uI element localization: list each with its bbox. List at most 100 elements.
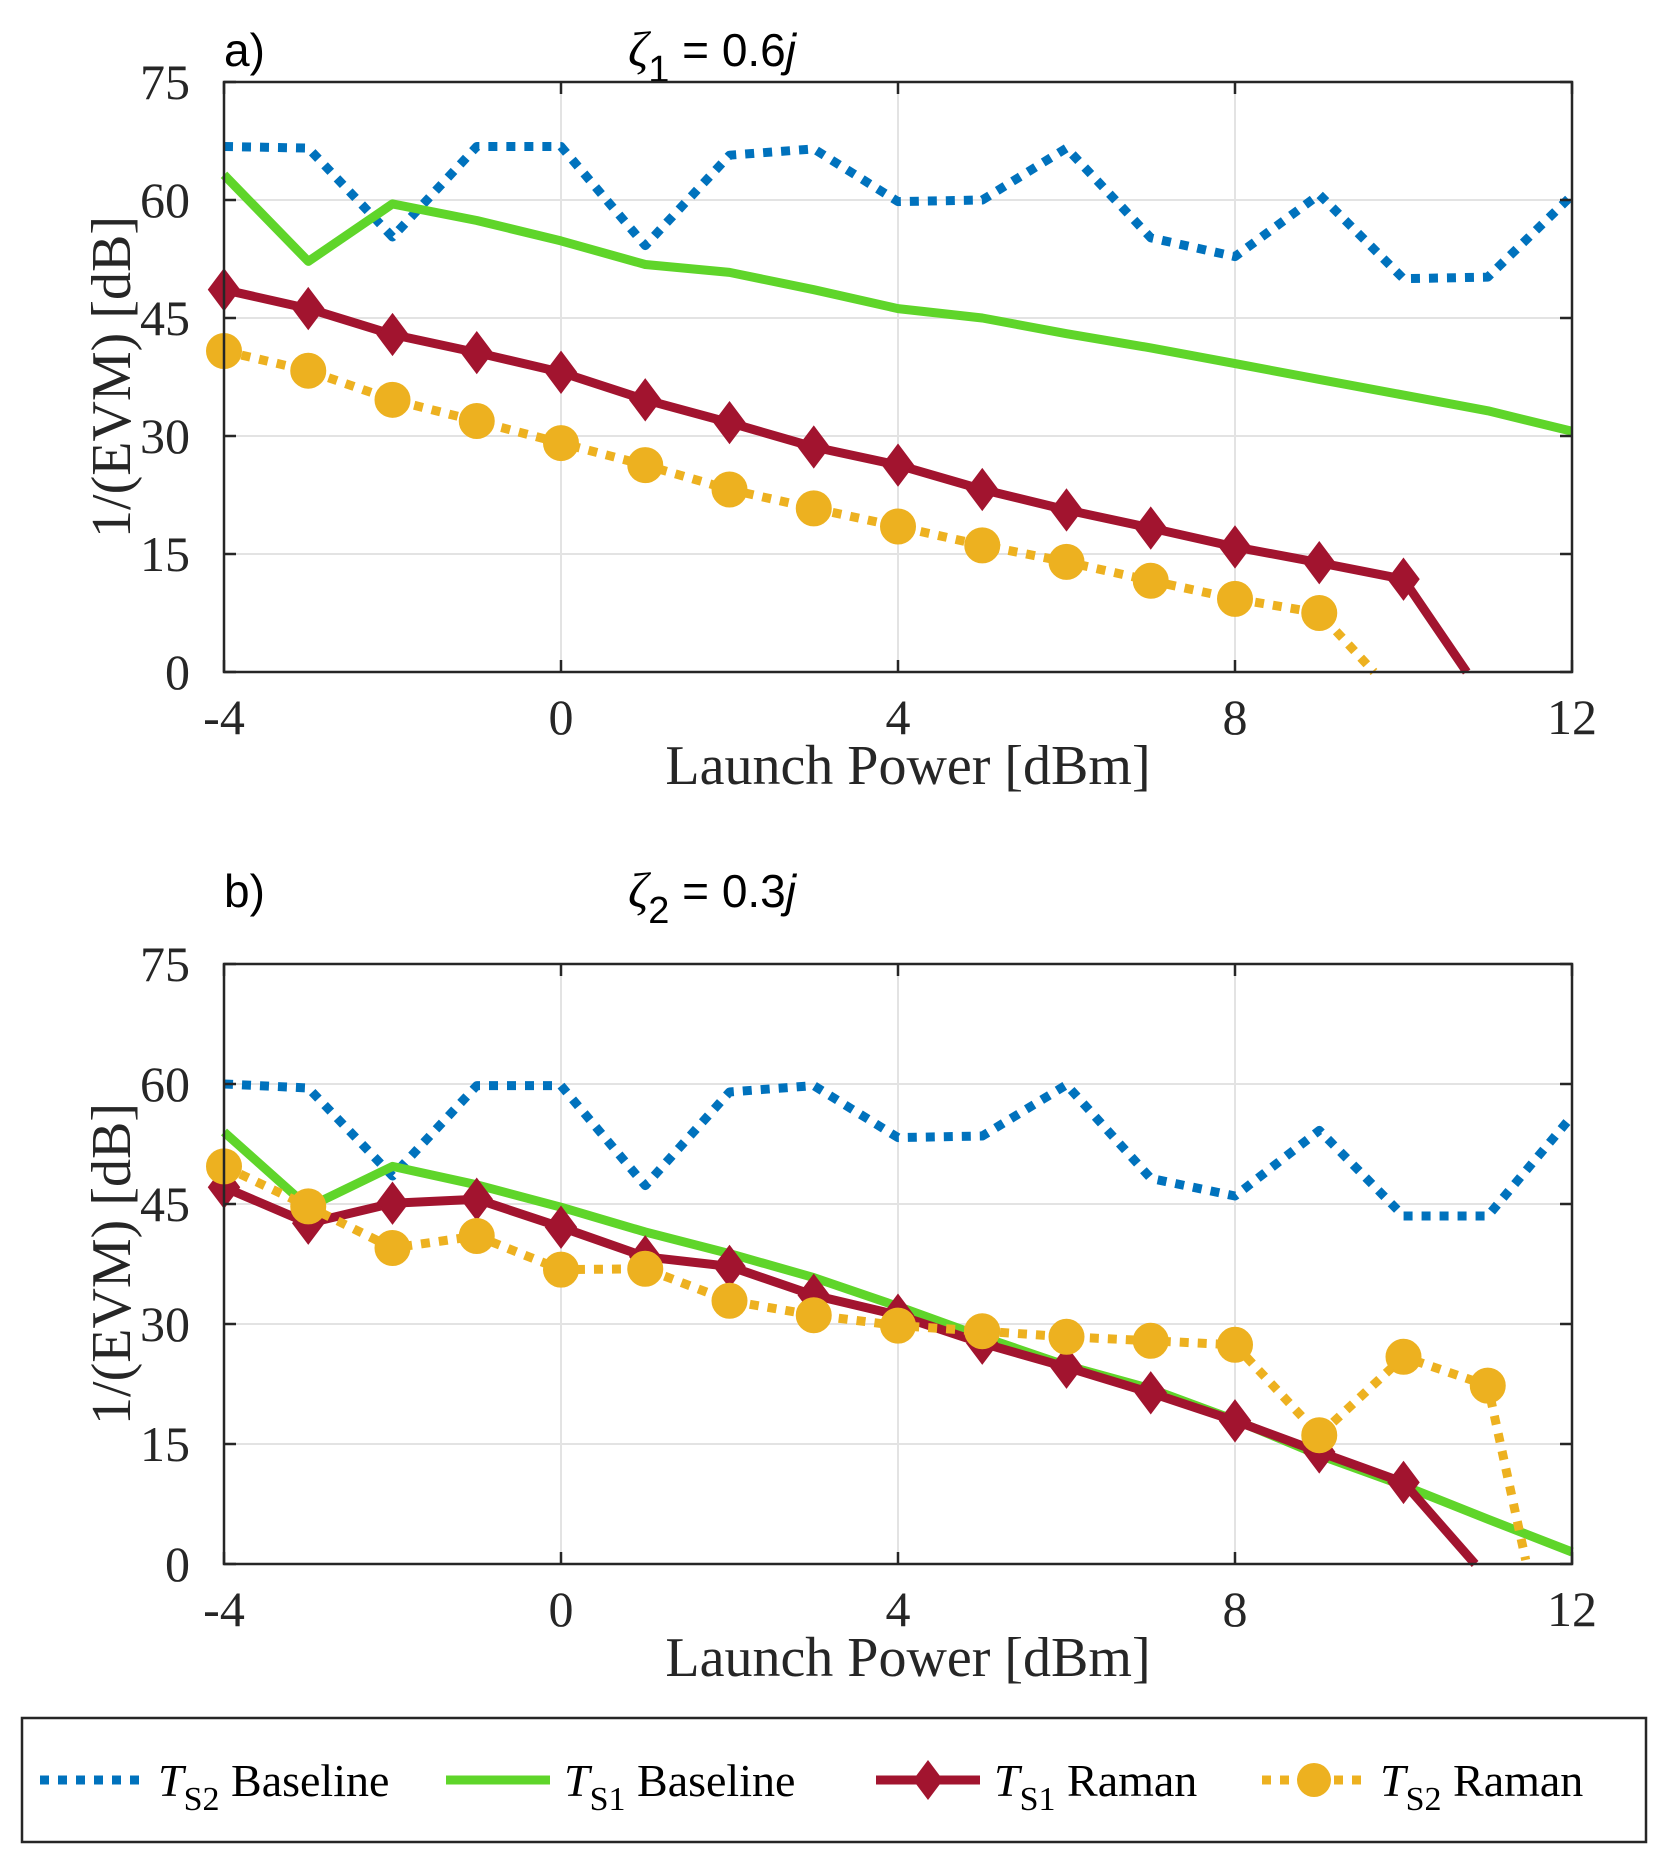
legend-label: TS2 Raman [1380, 1755, 1583, 1818]
data-point [544, 1205, 578, 1249]
x-tick-label: 12 [1547, 1581, 1597, 1637]
data-point [458, 403, 495, 440]
series-line [223, 1079, 1576, 1221]
legend-text: Baseline [626, 1755, 796, 1806]
panel-label-b: b) [224, 865, 265, 917]
data-point [1301, 595, 1338, 631]
x-tick-label: 4 [886, 1581, 911, 1637]
legend-label: TS1 Baseline [564, 1755, 795, 1818]
legend-symbol: T [564, 1755, 593, 1806]
series-line [222, 346, 1378, 676]
data-point [1134, 506, 1168, 550]
data-point [880, 1307, 916, 1344]
data-point [374, 381, 411, 418]
y-tick-label: 75 [140, 936, 190, 992]
data-point [795, 490, 832, 527]
data-point [1218, 525, 1252, 569]
legend-subscript: S2 [1406, 1781, 1442, 1818]
data-point [1387, 1460, 1420, 1505]
x-axis-title-a: Launch Power [dBm] [665, 735, 1150, 797]
data-point [290, 352, 327, 389]
legend-item: TS1 Baseline [446, 1755, 795, 1818]
data-point [1469, 1367, 1506, 1404]
data-point [1217, 580, 1253, 617]
y-tick-label: 0 [165, 644, 190, 700]
legend-marker-diamond [913, 1760, 943, 1800]
zeta-value: = 0.3 [669, 865, 785, 917]
x-tick-label: 4 [886, 689, 911, 745]
y-tick-label: 60 [140, 172, 190, 228]
legend-label: TS2 Baseline [158, 1755, 389, 1818]
data-point [374, 1230, 411, 1266]
data-point [1048, 1318, 1085, 1355]
data-point [1050, 488, 1083, 532]
data-point [627, 1250, 664, 1287]
data-point [1050, 1345, 1083, 1389]
legend-item: TS2 Raman [1262, 1755, 1583, 1818]
data-point [376, 1181, 409, 1225]
legend-label: TS1 Raman [994, 1755, 1197, 1818]
legend-symbol: T [1380, 1755, 1409, 1806]
x-tick-label: 8 [1223, 689, 1248, 745]
x-tick-label: 12 [1547, 689, 1597, 745]
data-point [797, 425, 830, 469]
x-tick-label: 0 [549, 689, 574, 745]
data-point [290, 1188, 327, 1225]
legend-marker-circle [1297, 1763, 1331, 1797]
series-line [223, 142, 1576, 284]
legend-symbol: T [158, 1755, 187, 1806]
data-point [711, 1282, 748, 1319]
data-point [795, 1297, 832, 1334]
legend-subscript: S1 [590, 1781, 626, 1818]
data-point [964, 1313, 1001, 1350]
data-point [1217, 1326, 1253, 1363]
series-s2-raman [206, 1148, 1531, 1561]
y-tick-label: 0 [165, 1536, 190, 1592]
data-point [880, 508, 916, 545]
series-s2-baseline [223, 142, 1576, 284]
data-point [711, 471, 748, 508]
zeta-symbol: ζ [628, 21, 652, 77]
data-point [543, 1251, 579, 1288]
y-axis-title-b: 1/(EVM) [dB] [81, 1103, 143, 1425]
data-point [1301, 1417, 1338, 1454]
x-tick-label: 0 [549, 1581, 574, 1637]
y-axis-title-a: 1/(EVM) [dB] [81, 216, 143, 538]
data-point [627, 447, 664, 484]
legend-text: Baseline [220, 1755, 390, 1806]
series-line [222, 1183, 1479, 1567]
legend-text: Raman [1056, 1755, 1198, 1806]
data-point [1218, 1399, 1252, 1443]
zeta-subscript: 2 [648, 890, 669, 932]
zeta-symbol: ζ [628, 862, 652, 918]
zeta-annotation-b: ζ2 = 0.3j [628, 862, 798, 932]
data-point [1132, 1322, 1169, 1359]
legend-item: TS2 Baseline [40, 1755, 389, 1818]
x-axis-title-b: Launch Power [dBm] [665, 1627, 1150, 1689]
legend-text: Raman [1442, 1755, 1584, 1806]
data-point [713, 400, 746, 445]
data-point [964, 527, 1001, 564]
y-tick-label: 45 [140, 290, 190, 346]
y-tick-label: 30 [140, 1296, 190, 1352]
x-tick-label: -4 [203, 1581, 245, 1637]
x-tick-label: 8 [1223, 1581, 1248, 1637]
series-layer-b [206, 1079, 1576, 1567]
legend-box [20, 1716, 1648, 1844]
data-point [1134, 1371, 1167, 1415]
y-tick-label: 15 [140, 1416, 190, 1472]
series-s2-baseline [223, 1079, 1576, 1221]
data-point [460, 330, 493, 375]
data-point [1385, 1338, 1422, 1375]
series-s1-baseline [220, 171, 1574, 436]
legend: TS2 Baseline TS1 Baseline TS1 Raman TS2 Ram… [20, 1716, 1648, 1844]
legend-subscript: S1 [1020, 1781, 1056, 1818]
series-line [220, 171, 1574, 436]
zeta-subscript: 1 [648, 49, 669, 91]
y-tick-label: 75 [140, 54, 190, 110]
